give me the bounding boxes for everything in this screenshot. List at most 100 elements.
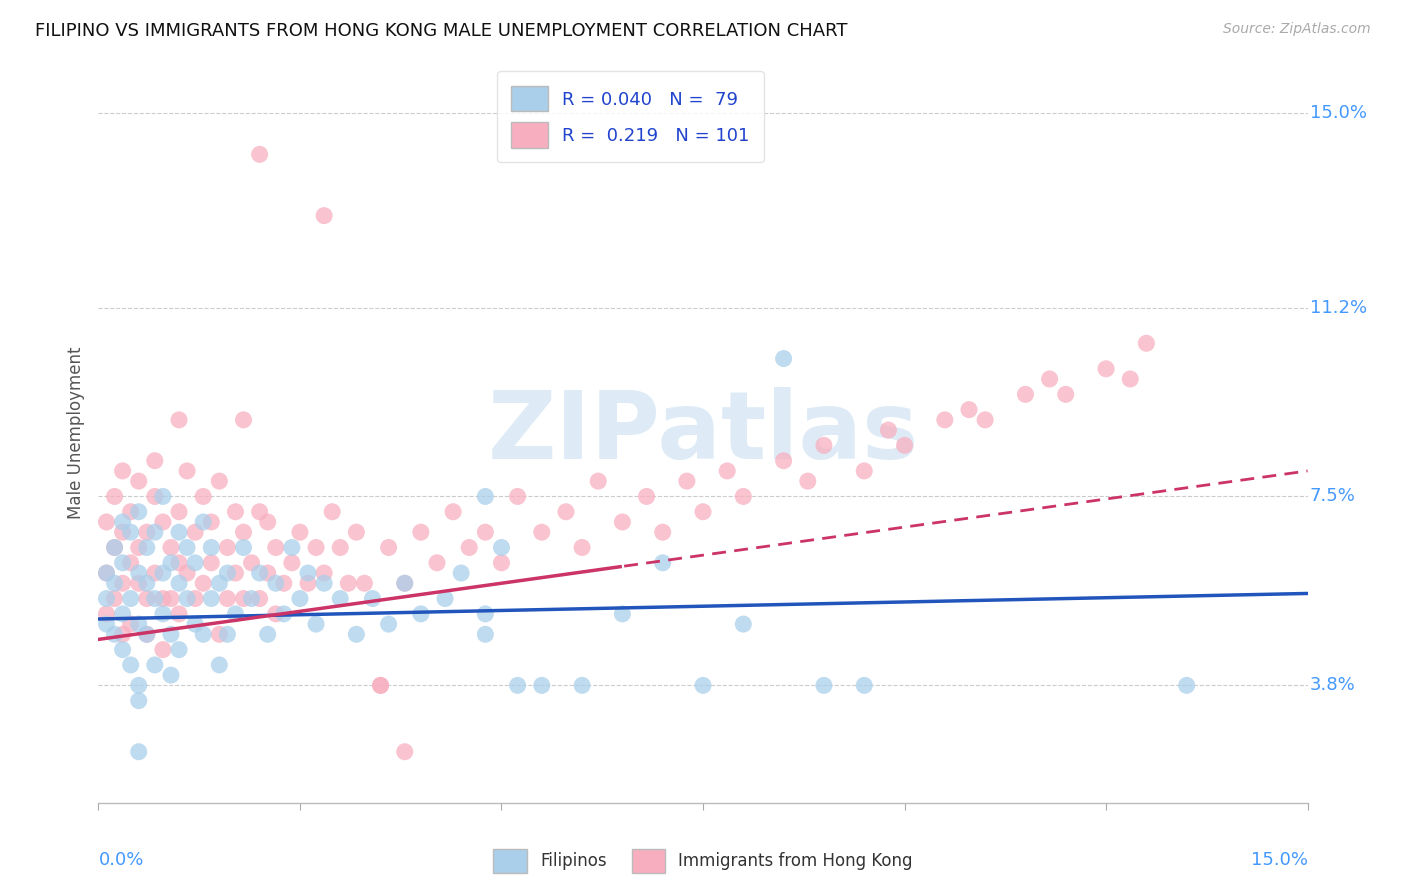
- Point: [152, 515, 174, 529]
- Point: [530, 525, 553, 540]
- Point: [176, 566, 198, 580]
- Point: [314, 566, 336, 580]
- Point: [96, 566, 118, 580]
- Point: [256, 566, 278, 580]
- Point: [176, 464, 198, 478]
- Point: [1119, 372, 1142, 386]
- Y-axis label: Male Unemployment: Male Unemployment: [66, 346, 84, 519]
- Point: [160, 591, 183, 606]
- Point: [143, 490, 166, 504]
- Point: [217, 627, 239, 641]
- Point: [813, 678, 835, 692]
- Point: [120, 505, 142, 519]
- Point: [152, 591, 174, 606]
- Point: [184, 556, 207, 570]
- Point: [273, 576, 295, 591]
- Point: [143, 591, 166, 606]
- Point: [176, 591, 198, 606]
- Point: [176, 541, 198, 555]
- Point: [103, 591, 125, 606]
- Point: [651, 525, 673, 540]
- Point: [434, 591, 457, 606]
- Point: [314, 209, 336, 223]
- Point: [281, 541, 304, 555]
- Point: [103, 576, 125, 591]
- Point: [772, 453, 794, 467]
- Point: [409, 607, 432, 621]
- Point: [853, 678, 876, 692]
- Point: [394, 576, 416, 591]
- Point: [264, 541, 287, 555]
- Text: 0.0%: 0.0%: [98, 851, 143, 869]
- Point: [224, 505, 246, 519]
- Point: [1039, 372, 1062, 386]
- Point: [1135, 336, 1157, 351]
- Point: [200, 556, 222, 570]
- Text: ZIPatlas: ZIPatlas: [488, 386, 918, 479]
- Point: [256, 515, 278, 529]
- Text: 15.0%: 15.0%: [1250, 851, 1308, 869]
- Point: [128, 678, 150, 692]
- Point: [184, 617, 207, 632]
- Point: [458, 541, 481, 555]
- Point: [167, 607, 190, 621]
- Point: [232, 591, 254, 606]
- Point: [103, 541, 125, 555]
- Point: [893, 438, 915, 452]
- Point: [120, 591, 142, 606]
- Point: [506, 678, 529, 692]
- Point: [249, 505, 271, 519]
- Point: [797, 474, 820, 488]
- Point: [111, 556, 134, 570]
- Point: [249, 591, 271, 606]
- Point: [716, 464, 738, 478]
- Legend: Filipinos, Immigrants from Hong Kong: Filipinos, Immigrants from Hong Kong: [486, 842, 920, 880]
- Point: [184, 591, 207, 606]
- Point: [120, 617, 142, 632]
- Text: 15.0%: 15.0%: [1310, 104, 1367, 122]
- Point: [184, 525, 207, 540]
- Point: [264, 607, 287, 621]
- Point: [474, 525, 496, 540]
- Point: [128, 745, 150, 759]
- Point: [143, 566, 166, 580]
- Point: [224, 607, 246, 621]
- Point: [232, 541, 254, 555]
- Point: [426, 556, 449, 570]
- Point: [232, 525, 254, 540]
- Point: [877, 423, 900, 437]
- Point: [193, 576, 215, 591]
- Point: [651, 556, 673, 570]
- Point: [530, 678, 553, 692]
- Point: [160, 627, 183, 641]
- Point: [321, 505, 343, 519]
- Point: [297, 566, 319, 580]
- Point: [281, 556, 304, 570]
- Text: FILIPINO VS IMMIGRANTS FROM HONG KONG MALE UNEMPLOYMENT CORRELATION CHART: FILIPINO VS IMMIGRANTS FROM HONG KONG MA…: [35, 22, 848, 40]
- Text: Source: ZipAtlas.com: Source: ZipAtlas.com: [1223, 22, 1371, 37]
- Point: [377, 541, 399, 555]
- Point: [96, 591, 118, 606]
- Point: [1014, 387, 1036, 401]
- Point: [288, 591, 311, 606]
- Point: [135, 525, 157, 540]
- Point: [167, 525, 190, 540]
- Point: [394, 745, 416, 759]
- Point: [193, 627, 215, 641]
- Point: [135, 591, 157, 606]
- Point: [193, 490, 215, 504]
- Point: [692, 678, 714, 692]
- Point: [934, 413, 956, 427]
- Point: [224, 566, 246, 580]
- Point: [143, 657, 166, 672]
- Point: [273, 607, 295, 621]
- Point: [450, 566, 472, 580]
- Point: [128, 617, 150, 632]
- Point: [733, 490, 755, 504]
- Point: [152, 490, 174, 504]
- Point: [555, 505, 578, 519]
- Point: [957, 402, 980, 417]
- Point: [329, 591, 352, 606]
- Point: [96, 607, 118, 621]
- Point: [200, 515, 222, 529]
